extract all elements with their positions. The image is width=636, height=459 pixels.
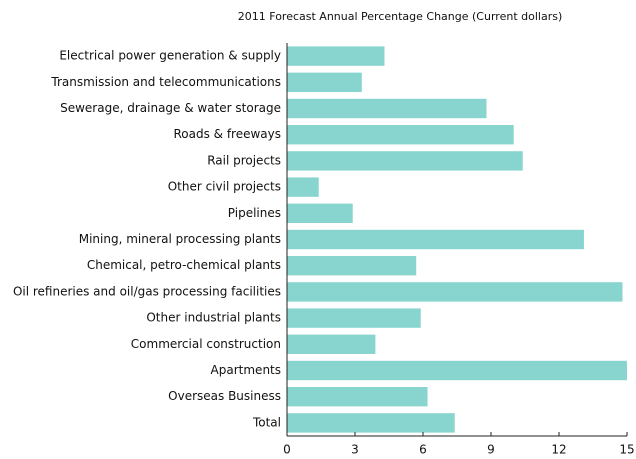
chart-title: 2011 Forecast Annual Percentage Change (… [238, 10, 562, 23]
x-tick-label: 15 [619, 443, 634, 457]
bar [287, 203, 353, 223]
bar [287, 387, 428, 407]
bar [287, 282, 623, 302]
x-tick-label: 3 [351, 443, 359, 457]
bar [287, 256, 417, 276]
y-tick-label: Electrical power generation & supply [59, 49, 281, 63]
bar [287, 334, 376, 354]
bar [287, 177, 319, 197]
x-tick-label: 0 [283, 443, 291, 457]
y-tick-label: Other civil projects [168, 180, 281, 194]
x-tick-label: 6 [419, 443, 427, 457]
y-tick-label: Rail projects [207, 153, 281, 167]
bar [287, 46, 385, 66]
y-tick-label: Roads & freeways [173, 127, 281, 141]
x-tick-label: 12 [551, 443, 566, 457]
y-tick-label: Mining, mineral processing plants [79, 232, 281, 246]
bar [287, 413, 455, 433]
y-tick-label: Other industrial plants [146, 311, 281, 325]
y-tick-label: Transmission and telecommunications [50, 75, 281, 89]
bar [287, 360, 627, 381]
y-tick-label: Sewerage, drainage & water storage [60, 101, 281, 115]
bar [287, 308, 421, 328]
bar [287, 72, 362, 92]
y-tick-label: Oil refineries and oil/gas processing fa… [13, 284, 281, 298]
bar [287, 151, 523, 171]
bar [287, 125, 514, 145]
x-tick-label: 9 [487, 443, 495, 457]
bar [287, 98, 487, 119]
y-tick-label: Chemical, petro-chemical plants [87, 258, 281, 272]
y-tick-label: Commercial construction [131, 337, 281, 351]
y-tick-label: Total [252, 415, 281, 429]
y-tick-label: Apartments [211, 363, 281, 377]
y-tick-label: Pipelines [228, 206, 281, 220]
y-tick-label: Overseas Business [168, 389, 281, 403]
bar [287, 229, 584, 250]
